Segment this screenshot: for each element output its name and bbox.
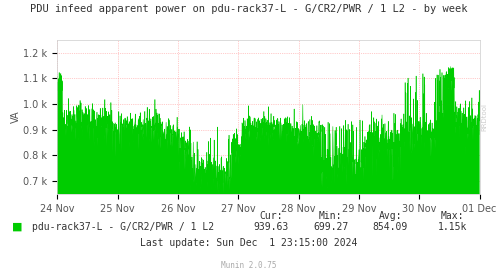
Text: 699.27: 699.27 — [313, 222, 348, 232]
Text: RRDtool: RRDtool — [482, 103, 488, 131]
Y-axis label: VA: VA — [10, 111, 20, 123]
Text: Max:: Max: — [440, 211, 464, 221]
Text: Last update: Sun Dec  1 23:15:00 2024: Last update: Sun Dec 1 23:15:00 2024 — [140, 238, 357, 248]
Text: Min:: Min: — [319, 211, 342, 221]
Text: Cur:: Cur: — [259, 211, 283, 221]
Text: 854.09: 854.09 — [373, 222, 408, 232]
Text: Munin 2.0.75: Munin 2.0.75 — [221, 261, 276, 270]
Text: PDU infeed apparent power on pdu-rack37-L - G/CR2/PWR / 1 L2 - by week: PDU infeed apparent power on pdu-rack37-… — [30, 4, 467, 14]
Text: 1.15k: 1.15k — [437, 222, 467, 232]
Text: ■: ■ — [12, 222, 23, 232]
Text: Avg:: Avg: — [378, 211, 402, 221]
Text: 939.63: 939.63 — [253, 222, 288, 232]
Text: pdu-rack37-L - G/CR2/PWR / 1 L2: pdu-rack37-L - G/CR2/PWR / 1 L2 — [32, 222, 214, 232]
